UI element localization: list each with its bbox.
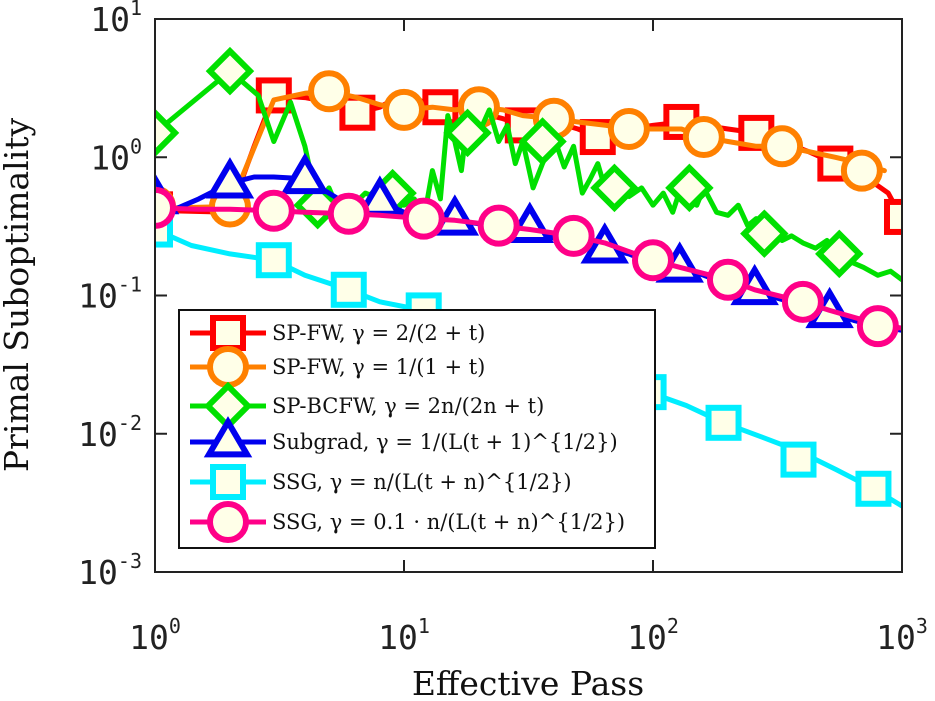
legend-marker <box>210 464 246 500</box>
data-point-marker <box>280 152 330 195</box>
data-point-marker <box>590 163 639 213</box>
data-point-marker <box>682 116 725 159</box>
data-point-marker <box>308 70 351 113</box>
legend-entry: Subgrad, γ = 1/(L(t + 1)^{1/2}) <box>190 416 618 458</box>
legend-entry: SSG, γ = 0.1 · n/(L(t + n)^{1/2}) <box>190 501 625 543</box>
x-tick-label: 102 <box>627 614 679 657</box>
data-point-marker <box>402 197 445 240</box>
axis-ticks: 100 101 102 103 101 100 10-1 10-2 10-3 <box>78 0 928 657</box>
x-tick-label: 100 <box>129 614 181 657</box>
series-6 <box>155 186 902 348</box>
data-point-marker <box>761 125 804 168</box>
data-point-marker <box>518 117 567 166</box>
data-point-marker <box>205 46 255 96</box>
legend-marker <box>207 346 249 388</box>
legend-marker <box>203 416 253 458</box>
legend-marker <box>210 315 246 351</box>
data-point-marker <box>856 305 899 348</box>
x-tick-label: 101 <box>378 614 430 657</box>
data-point-marker <box>443 108 492 158</box>
data-point-marker <box>840 149 883 192</box>
legend-entry: SP-FW, γ = 1/(1 + t) <box>190 346 485 388</box>
series-3 <box>155 46 902 283</box>
series-5 <box>155 211 902 509</box>
data-point-marker <box>552 214 595 257</box>
y-tick-label: 10-2 <box>78 411 142 454</box>
data-point-marker <box>740 209 789 258</box>
data-point-marker <box>815 229 864 279</box>
data-point-marker <box>780 441 817 478</box>
legend-marker <box>207 501 249 543</box>
data-point-marker <box>383 88 425 131</box>
data-point-marker <box>705 404 742 441</box>
data-point-marker <box>632 239 674 282</box>
legend-entry: SP-FW, γ = 2/(2 + t) <box>190 315 485 351</box>
data-point-marker <box>706 258 749 301</box>
legend-entry: SSG, γ = n/(L(t + n)^{1/2}) <box>190 464 572 500</box>
y-tick-label: 100 <box>90 134 142 177</box>
legend-label: SP-FW, γ = 2/(2 + t) <box>272 321 485 345</box>
data-point-marker <box>781 280 824 323</box>
y-tick-label: 101 <box>90 0 142 39</box>
y-tick-label: 10-3 <box>78 549 142 592</box>
legend-label: SSG, γ = n/(L(t + n)^{1/2}) <box>272 470 572 494</box>
legend-entries: SP-FW, γ = 2/(2 + t) SP-FW, γ = 1/(1 + t)… <box>190 315 625 543</box>
data-point-marker <box>327 192 370 235</box>
data-point-marker <box>855 470 892 507</box>
x-tick-label: 103 <box>876 614 928 657</box>
data-point-marker <box>252 189 295 232</box>
legend-entry: SP-BCFW, γ = 2n/(2n + t) <box>190 381 544 431</box>
data-point-marker <box>884 198 902 235</box>
data-point-marker <box>255 242 292 279</box>
legend: SP-FW, γ = 2/(2 + t) SP-FW, γ = 1/(1 + t)… <box>178 309 656 549</box>
legend-label: SP-BCFW, γ = 2n/(2n + t) <box>272 394 544 418</box>
y-tick-label: 10-1 <box>78 273 142 316</box>
legend-label: SP-FW, γ = 1/(1 + t) <box>272 355 485 379</box>
data-point-marker <box>430 194 480 236</box>
data-point-marker <box>665 163 714 213</box>
data-point-marker <box>155 186 176 229</box>
legend-label: Subgrad, γ = 1/(L(t + 1)^{1/2}) <box>272 430 618 454</box>
x-axis-title: Effective Pass <box>412 664 644 701</box>
legend-box <box>178 309 656 549</box>
data-point-marker <box>477 204 520 247</box>
y-axis-title: Primal Suboptimality <box>0 117 36 472</box>
plot-series <box>155 46 902 509</box>
data-point-marker <box>607 108 650 151</box>
data-point-marker <box>205 157 255 199</box>
data-point-marker <box>330 271 367 308</box>
legend-label: SSG, γ = 0.1 · n/(L(t + n)^{1/2}) <box>272 510 625 534</box>
data-point-marker <box>155 108 180 158</box>
